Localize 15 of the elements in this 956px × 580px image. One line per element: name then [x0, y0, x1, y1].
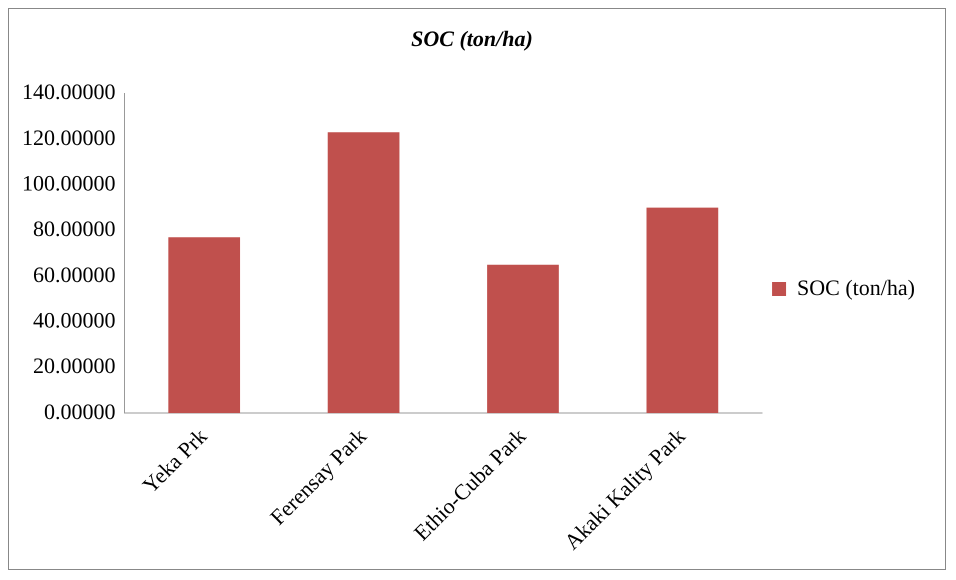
bar	[168, 237, 240, 414]
bar	[328, 132, 400, 414]
y-tick-label: 20.00000	[33, 353, 116, 378]
chart-title: SOC (ton/ha)	[411, 26, 533, 51]
y-tick-label: 120.00000	[22, 124, 116, 150]
legend-label: SOC (ton/ha)	[797, 274, 916, 300]
x-tick-label: Yeka Prk	[137, 423, 212, 498]
bar	[487, 264, 559, 414]
y-tick-label: 0.00000	[44, 398, 116, 424]
bar	[646, 208, 718, 414]
y-tick-label: 40.00000	[33, 308, 116, 333]
y-tick-label: 60.00000	[33, 262, 116, 287]
y-tick-label: 80.00000	[33, 216, 116, 242]
y-tick-label: 100.00000	[22, 170, 116, 196]
y-tick-label: 140.00000	[22, 79, 116, 104]
